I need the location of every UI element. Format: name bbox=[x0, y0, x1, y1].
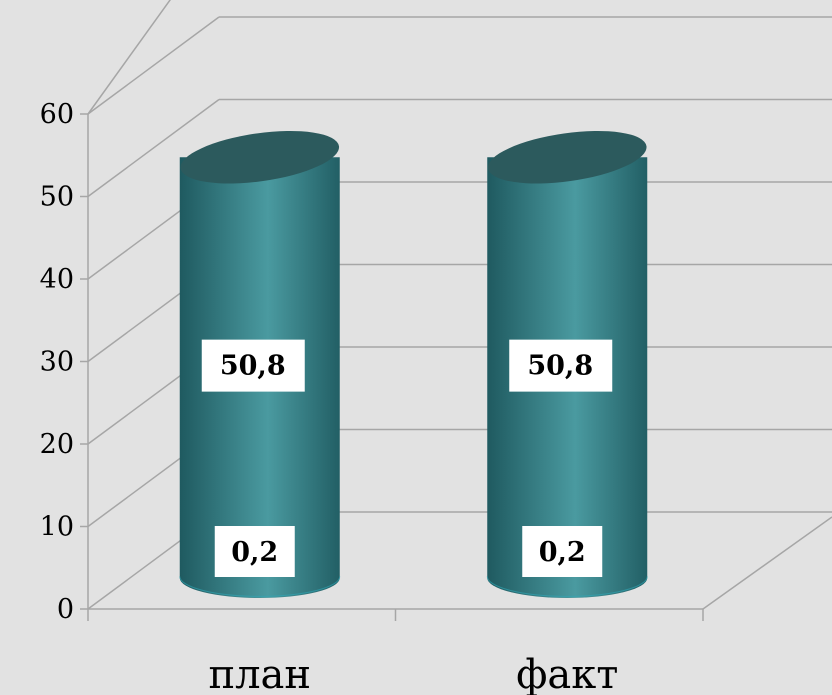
x-category-label: факт bbox=[516, 652, 618, 695]
data-label-box bbox=[509, 339, 613, 392]
data-label-box bbox=[201, 339, 305, 392]
y-tick-label: 0 bbox=[57, 594, 74, 625]
y-tick-label: 20 bbox=[40, 429, 74, 460]
data-label: 50,8 bbox=[220, 351, 286, 382]
labels: план 50,8 0,2 факт 50,8 0,2 bbox=[201, 339, 618, 695]
y-tick-label: 40 bbox=[40, 264, 74, 295]
y-tick-label: 50 bbox=[40, 182, 74, 213]
gridline-side bbox=[87, 0, 171, 115]
y-tick-label: 30 bbox=[40, 347, 74, 378]
data-label: 0,2 bbox=[231, 537, 278, 568]
axes: 0 10 20 30 40 50 60 bbox=[40, 99, 832, 625]
data-label: 0,2 bbox=[539, 537, 586, 568]
bar-top bbox=[180, 131, 340, 184]
bar-top bbox=[487, 131, 647, 184]
data-label-box bbox=[522, 526, 603, 577]
bar-segment-edge bbox=[486, 576, 648, 597]
gridline-side bbox=[87, 16, 220, 115]
data-label: 50,8 bbox=[527, 351, 593, 382]
gridline-side bbox=[87, 98, 220, 198]
floor-edge bbox=[702, 516, 832, 610]
x-category-label: план bbox=[208, 652, 311, 695]
y-tick-label: 60 bbox=[40, 99, 74, 130]
y-tick-label: 10 bbox=[40, 512, 74, 543]
data-label-box bbox=[214, 526, 295, 577]
bar-segment-edge bbox=[179, 576, 341, 597]
